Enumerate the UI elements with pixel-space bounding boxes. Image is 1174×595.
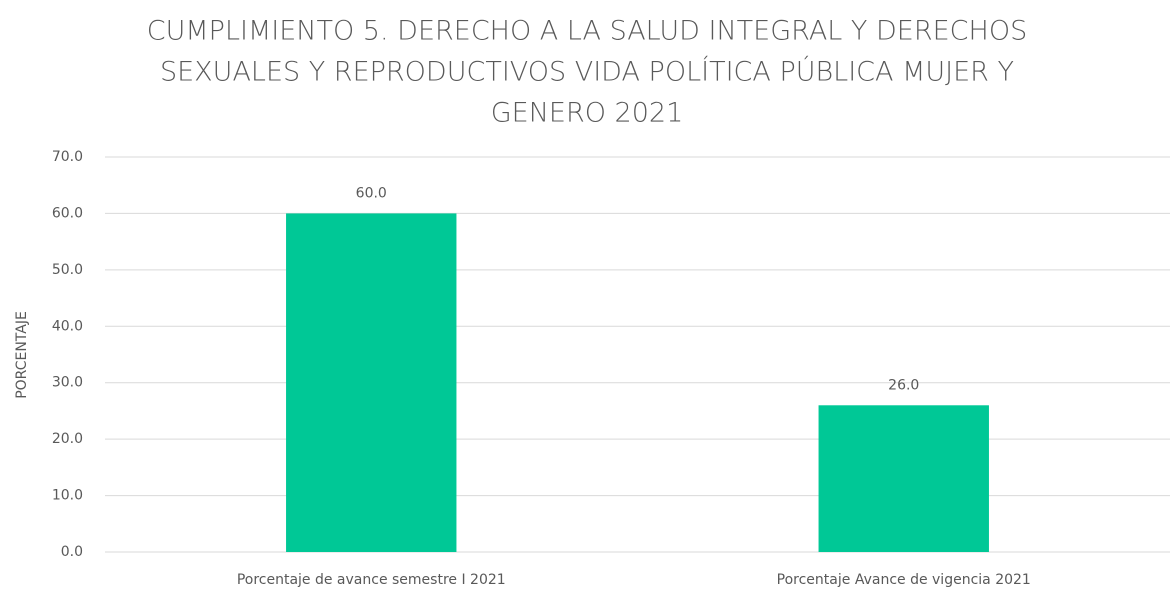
y-tick-label: 70.0	[52, 149, 83, 165]
y-tick-label: 30.0	[52, 375, 83, 391]
bar	[818, 405, 989, 552]
chart-title: GENERO 2021	[491, 98, 684, 129]
x-tick-label: Porcentaje de avance semestre I 2021	[237, 572, 506, 588]
y-tick-label: 20.0	[52, 431, 83, 447]
data-label: 26.0	[888, 377, 919, 393]
chart-title: CUMPLIMIENTO 5. DERECHO A LA SALUD INTEG…	[147, 16, 1027, 47]
data-label: 60.0	[356, 185, 387, 201]
y-tick-label: 40.0	[52, 318, 83, 334]
y-tick-label: 0.0	[61, 544, 83, 560]
y-axis-label: PORCENTAJE	[14, 311, 30, 399]
y-tick-label: 10.0	[52, 488, 83, 504]
chart-title: SEXUALES Y REPRODUCTIVOS VIDA POLÍTICA P…	[160, 56, 1014, 88]
bar	[286, 213, 457, 552]
x-tick-label: Porcentaje Avance de vigencia 2021	[777, 572, 1031, 588]
y-tick-label: 50.0	[52, 262, 83, 278]
y-tick-label: 60.0	[52, 205, 83, 221]
